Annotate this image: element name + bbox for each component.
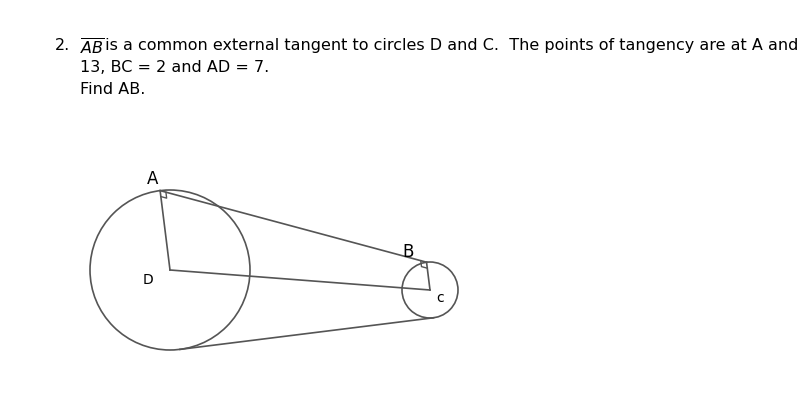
Text: Find AB.: Find AB. (80, 82, 146, 97)
Text: D: D (142, 273, 154, 287)
Text: 13, BC = 2 and AD = 7.: 13, BC = 2 and AD = 7. (80, 60, 270, 75)
Text: A: A (146, 170, 158, 188)
Text: $\overline{AB}$: $\overline{AB}$ (80, 38, 105, 58)
Text: is a common external tangent to circles D and C.  The points of tangency are at : is a common external tangent to circles … (100, 38, 800, 53)
Text: B: B (403, 243, 414, 261)
Text: c: c (436, 291, 444, 305)
Text: 2.: 2. (55, 38, 70, 53)
